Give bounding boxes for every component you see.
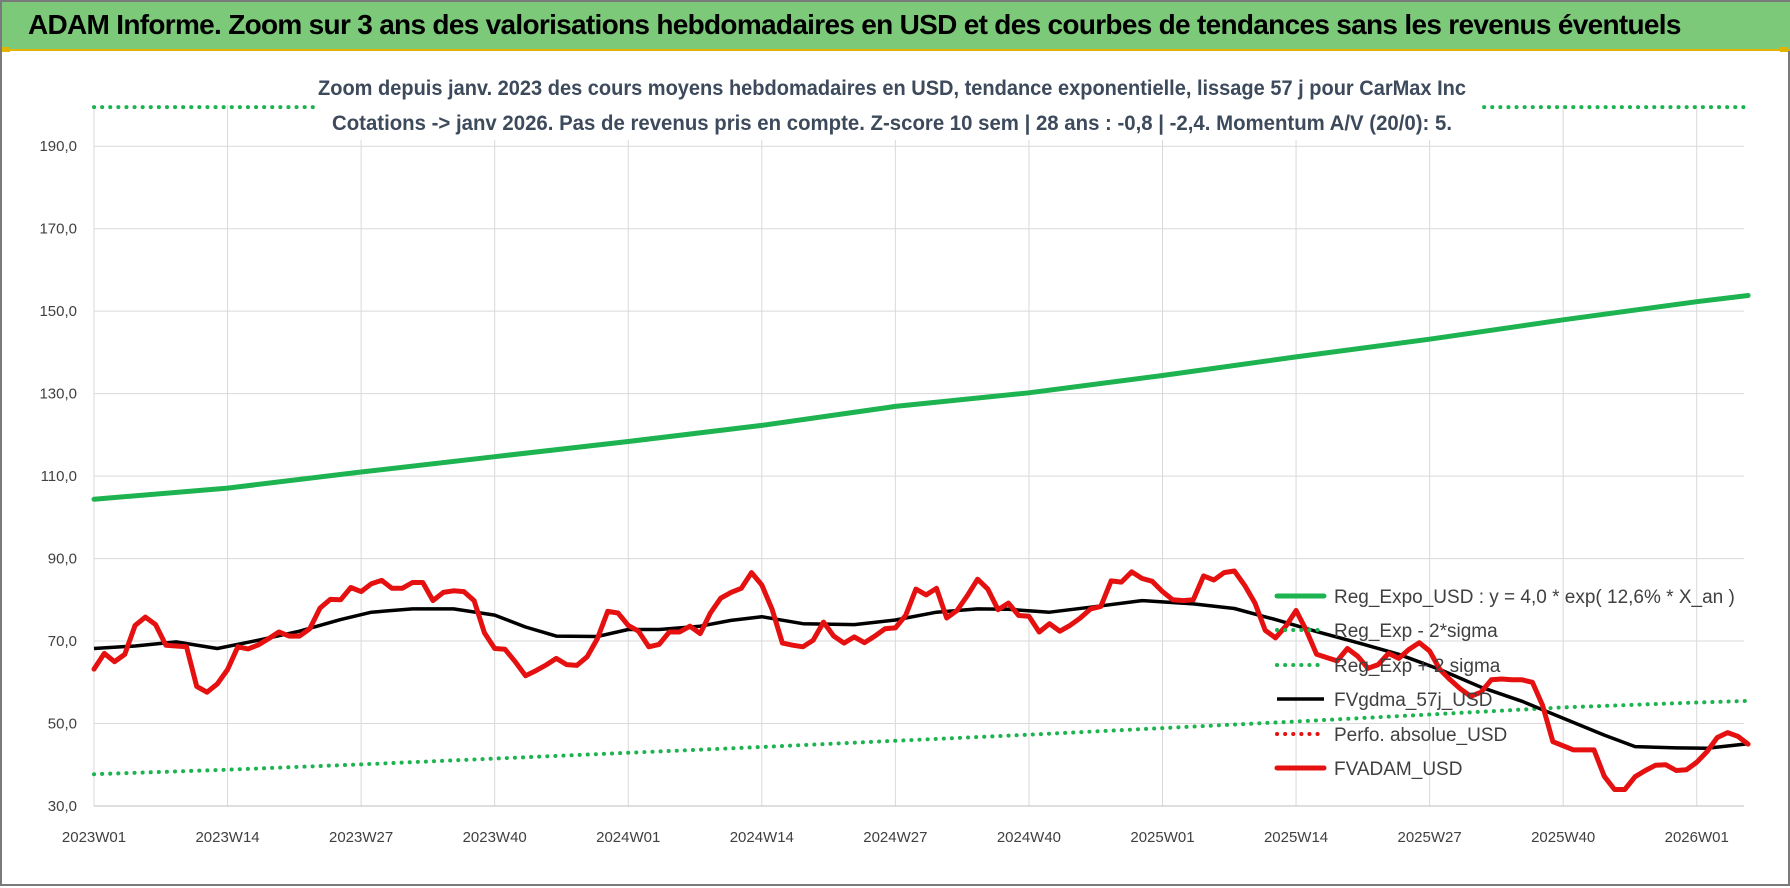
x-tick-label: 2023W40 [463,829,527,846]
banner-corner-left [2,47,10,52]
y-tick-label: 170,0 [39,221,77,238]
x-tick-label: 2023W14 [195,829,259,846]
legend-label-reg-expo: Reg_Expo_USD : y = 4,0 * exp( 12,6% * X_… [1334,587,1735,608]
y-tick-label: 130,0 [39,386,77,403]
legend-label-fvadam: FVADAM_USD [1334,759,1462,780]
y-tick-label: 190,0 [39,138,77,155]
x-tick-label: 2026W01 [1665,829,1729,846]
x-tick-label: 2025W40 [1531,829,1595,846]
subtitle-layer: Zoom depuis janv. 2023 des cours moyens … [318,68,1480,140]
legend-label-reg-plus-2sigma: Reg_Exp + 2 sigma [1334,656,1501,677]
y-tick-label: 150,0 [39,303,77,320]
axis-layer: 30,0 50,0 70,0 90,0 110,0 130,0 150,0 170,0 190,… [39,138,1744,846]
legend-label-reg-minus-2sigma: Reg_Exp - 2*sigma [1334,621,1498,642]
series-line-fvgdma-57j [93,598,1749,751]
y-tick-label: 30,0 [48,798,77,815]
legend: Reg_Expo_USD : y = 4,0 * exp( 12,6% * X_… [1274,587,1735,780]
x-tick-label: 2025W01 [1130,829,1194,846]
grid-layer [93,105,1744,807]
x-tick-label: 2023W27 [329,829,393,846]
report-banner: ADAM Informe. Zoom sur 3 ans des valoris… [2,2,1790,51]
y-tick-label: 90,0 [48,551,77,568]
subtitle-background [320,68,1480,140]
series-line-fvadam [91,568,1751,792]
series-line-reg-expo [91,293,1751,502]
x-tick-label: 2024W14 [730,829,794,846]
y-tick-label: 70,0 [48,633,77,650]
x-tick-label: 2024W40 [997,829,1061,846]
report-title: ADAM Informe. Zoom sur 3 ans des valoris… [28,9,1681,40]
legend-label-fvgdma-57j: FVgdma_57j_USD [1334,690,1492,711]
banner-corner-right [1780,47,1788,52]
x-tick-label: 2024W01 [596,829,660,846]
chart-subtitle: Cotations -> janv 2026. Pas de revenus p… [332,112,1452,135]
x-tick-label: 2024W27 [863,829,927,846]
x-tick-label: 2025W14 [1264,829,1328,846]
x-tick-label: 2023W01 [62,829,126,846]
y-tick-label: 110,0 [41,468,77,485]
legend-label-perfo-absolue: Perfo. absolue_USD [1334,725,1507,746]
chart-title: Zoom depuis janv. 2023 des cours moyens … [318,77,1466,100]
x-tick-label: 2025W27 [1398,829,1462,846]
series-layer [91,105,1751,792]
y-tick-label: 50,0 [48,716,77,733]
